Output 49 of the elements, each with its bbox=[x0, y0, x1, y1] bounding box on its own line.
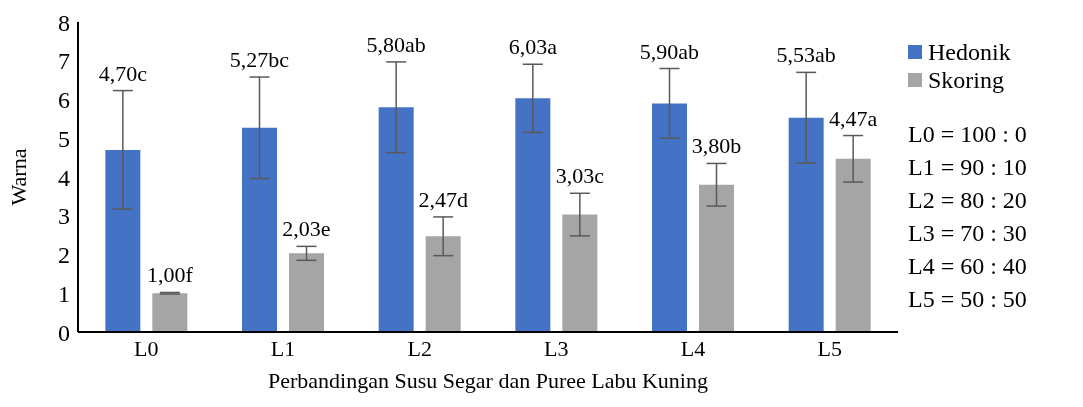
y-tick-label: 7 bbox=[58, 48, 70, 75]
x-tick-label: L4 bbox=[680, 335, 706, 361]
y-tick-label: 0 bbox=[58, 319, 70, 346]
text: L3 = 70 : 30 bbox=[908, 219, 1027, 248]
data-label: 5,80ab bbox=[366, 31, 426, 57]
data-label: 5,27bc bbox=[229, 47, 290, 73]
bar bbox=[515, 98, 551, 332]
text: L2 = 80 : 20 bbox=[908, 186, 1027, 215]
data-label: 4,47a bbox=[829, 105, 878, 131]
bar bbox=[788, 117, 824, 332]
text: L5 = 50 : 50 bbox=[908, 285, 1027, 314]
data-label: 5,53ab bbox=[776, 42, 836, 68]
bar bbox=[289, 253, 324, 332]
y-tick-label: 4 bbox=[58, 164, 70, 191]
y-tick-label: 2 bbox=[58, 242, 70, 269]
bar bbox=[105, 149, 141, 332]
x-axis-title: Perbandingan Susu Segar dan Puree Labu Kuning bbox=[268, 368, 708, 393]
y-tick-label: 1 bbox=[58, 280, 70, 307]
data-label: 3,03c bbox=[555, 163, 605, 189]
bar bbox=[652, 103, 687, 332]
data-label: 4,70c bbox=[98, 60, 148, 86]
bar bbox=[378, 107, 414, 332]
legend-label: Hedonik bbox=[928, 38, 1011, 66]
x-tick-label: L2 bbox=[407, 335, 432, 361]
data-label: 6,03a bbox=[508, 34, 558, 60]
y-tick-label: 6 bbox=[58, 87, 70, 114]
bar bbox=[152, 293, 188, 332]
data-label: 2,47d bbox=[418, 186, 468, 212]
legend-label: Skoring bbox=[928, 66, 1005, 94]
bar bbox=[699, 184, 734, 332]
data-label: 5,90ab bbox=[639, 38, 700, 64]
x-tick-label: L5 bbox=[817, 335, 842, 361]
y-tick-label: 3 bbox=[58, 203, 70, 230]
x-tick-label: L3 bbox=[544, 335, 569, 361]
y-tick-label: 8 bbox=[58, 9, 70, 36]
text: L1 = 90 : 10 bbox=[908, 153, 1027, 182]
x-tick-label: L1 bbox=[270, 335, 296, 361]
bar bbox=[242, 127, 277, 332]
bar bbox=[425, 236, 461, 332]
x-tick-label: L0 bbox=[134, 335, 159, 361]
data-label: 1,00f bbox=[146, 262, 194, 288]
y-axis-title: Warna bbox=[5, 148, 31, 206]
text: L0 = 100 : 0 bbox=[908, 120, 1027, 149]
bar bbox=[835, 158, 871, 332]
text: L4 = 60 : 40 bbox=[908, 252, 1027, 281]
y-tick-label: 5 bbox=[58, 125, 70, 152]
data-label: 3,80b bbox=[691, 133, 742, 159]
data-label: 2,03e bbox=[282, 216, 331, 242]
bar bbox=[562, 214, 598, 332]
